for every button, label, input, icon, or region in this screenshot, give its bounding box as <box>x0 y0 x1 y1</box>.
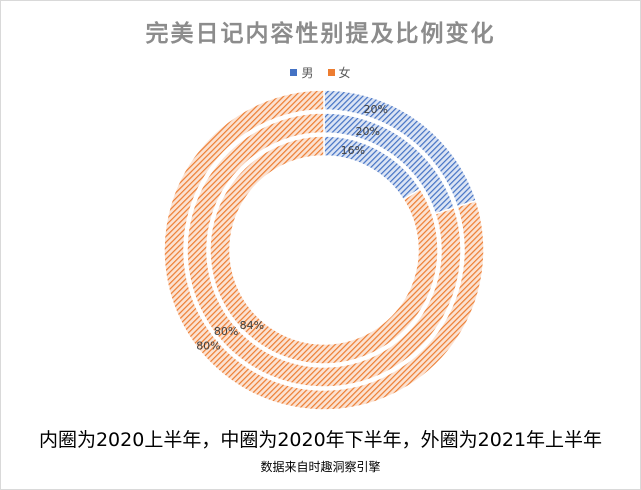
chart-title: 完美日记内容性别提及比例变化 <box>145 21 496 47</box>
label-inner-male: 16% <box>341 144 365 157</box>
data-labels-group: 16% 84% 20% 80% 20% 80% <box>196 103 388 352</box>
legend-label-female: 女 <box>338 66 351 80</box>
label-middle-female: 80% <box>214 325 238 338</box>
legend-swatch-female <box>327 69 335 76</box>
label-outer-female: 80% <box>196 340 220 353</box>
chart-source: 数据来自时趣洞察引擎 <box>260 460 381 474</box>
legend-label-male: 男 <box>301 66 314 80</box>
label-middle-male: 20% <box>356 125 380 138</box>
chart-caption: 内圈为2020上半年，中圈为2020年下半年，外圈为2021年上半年 <box>38 429 603 451</box>
ring-middle-slice-female <box>186 112 462 388</box>
ring-inner-slice-female <box>209 135 439 365</box>
ring-outer-slice-female <box>163 89 485 411</box>
rings-group <box>163 89 485 411</box>
legend-item-female: 女 <box>327 64 351 81</box>
label-inner-female: 84% <box>240 319 264 332</box>
legend: 男 女 <box>0 64 641 81</box>
label-outer-male: 20% <box>363 103 387 116</box>
legend-item-male: 男 <box>290 64 314 81</box>
legend-swatch-male <box>290 69 298 76</box>
